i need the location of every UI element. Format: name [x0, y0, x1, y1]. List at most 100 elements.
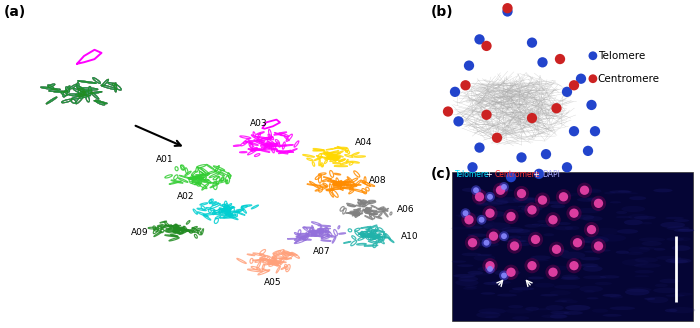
Point [470, 188, 482, 193]
Text: A03: A03 [250, 118, 268, 128]
Ellipse shape [550, 290, 571, 296]
Point [481, 112, 492, 117]
Point [470, 188, 482, 193]
Ellipse shape [534, 283, 554, 288]
Point [530, 237, 541, 242]
Point [526, 263, 538, 268]
Ellipse shape [454, 274, 476, 277]
Ellipse shape [484, 211, 505, 217]
Ellipse shape [505, 229, 531, 233]
Ellipse shape [528, 277, 544, 279]
FancyBboxPatch shape [452, 172, 693, 321]
Ellipse shape [477, 267, 491, 271]
Ellipse shape [626, 252, 643, 255]
Point [530, 237, 541, 242]
Ellipse shape [556, 250, 569, 253]
Ellipse shape [508, 236, 522, 239]
Ellipse shape [576, 208, 601, 213]
Ellipse shape [583, 276, 606, 279]
Point [568, 211, 580, 216]
Point [467, 240, 478, 245]
Ellipse shape [577, 215, 594, 220]
Text: (b): (b) [430, 5, 453, 19]
Ellipse shape [468, 234, 487, 237]
Ellipse shape [501, 227, 524, 233]
Ellipse shape [577, 197, 599, 202]
Ellipse shape [610, 201, 621, 203]
Point [495, 188, 506, 193]
Ellipse shape [580, 241, 591, 243]
Ellipse shape [580, 263, 598, 267]
Ellipse shape [580, 286, 603, 292]
Ellipse shape [461, 253, 482, 256]
Ellipse shape [647, 297, 668, 303]
Text: +: + [531, 170, 542, 179]
Point [498, 184, 510, 190]
Ellipse shape [598, 235, 626, 242]
Point [547, 217, 559, 222]
Ellipse shape [634, 257, 658, 263]
Ellipse shape [477, 254, 492, 256]
Ellipse shape [551, 313, 571, 316]
Point [484, 263, 496, 268]
Ellipse shape [550, 204, 565, 208]
Point [526, 40, 538, 45]
Ellipse shape [512, 287, 534, 290]
Point [582, 148, 594, 154]
Point [575, 76, 587, 81]
Ellipse shape [665, 217, 684, 219]
Ellipse shape [626, 287, 652, 292]
Ellipse shape [509, 290, 523, 293]
Ellipse shape [471, 242, 487, 246]
Ellipse shape [489, 200, 508, 204]
Text: Telomere: Telomere [598, 51, 645, 61]
Point [533, 171, 545, 176]
Ellipse shape [485, 316, 499, 318]
Ellipse shape [618, 190, 630, 193]
Point [495, 188, 506, 193]
Ellipse shape [583, 266, 603, 272]
Ellipse shape [604, 192, 616, 195]
Point [572, 240, 583, 245]
Ellipse shape [561, 252, 585, 259]
Point [509, 243, 520, 249]
Point [568, 83, 580, 88]
Ellipse shape [557, 222, 570, 225]
Ellipse shape [665, 309, 678, 312]
Ellipse shape [539, 224, 554, 227]
Point [484, 211, 496, 216]
Text: A04: A04 [355, 138, 372, 147]
Ellipse shape [550, 311, 569, 314]
Point [558, 194, 569, 199]
Ellipse shape [586, 190, 601, 193]
Ellipse shape [565, 226, 580, 230]
Ellipse shape [671, 245, 691, 251]
Ellipse shape [653, 288, 680, 293]
Ellipse shape [505, 308, 533, 314]
Point [561, 165, 573, 170]
Ellipse shape [610, 306, 635, 310]
Text: Telomere: Telomere [455, 170, 489, 179]
Ellipse shape [494, 270, 521, 276]
Ellipse shape [656, 256, 681, 260]
Point [587, 53, 598, 58]
Point [572, 240, 583, 245]
Ellipse shape [476, 203, 489, 206]
Ellipse shape [484, 222, 511, 230]
Ellipse shape [451, 227, 468, 230]
Ellipse shape [465, 285, 477, 288]
Ellipse shape [674, 219, 690, 222]
Point [579, 188, 590, 193]
Ellipse shape [584, 251, 601, 253]
Ellipse shape [654, 248, 666, 251]
Text: A08: A08 [369, 176, 387, 185]
Point [498, 273, 510, 278]
Ellipse shape [634, 263, 661, 268]
Point [463, 217, 475, 222]
Ellipse shape [531, 256, 551, 260]
Point [593, 243, 604, 249]
Point [488, 234, 499, 239]
Point [561, 89, 573, 94]
Ellipse shape [524, 224, 540, 228]
Ellipse shape [603, 314, 622, 317]
